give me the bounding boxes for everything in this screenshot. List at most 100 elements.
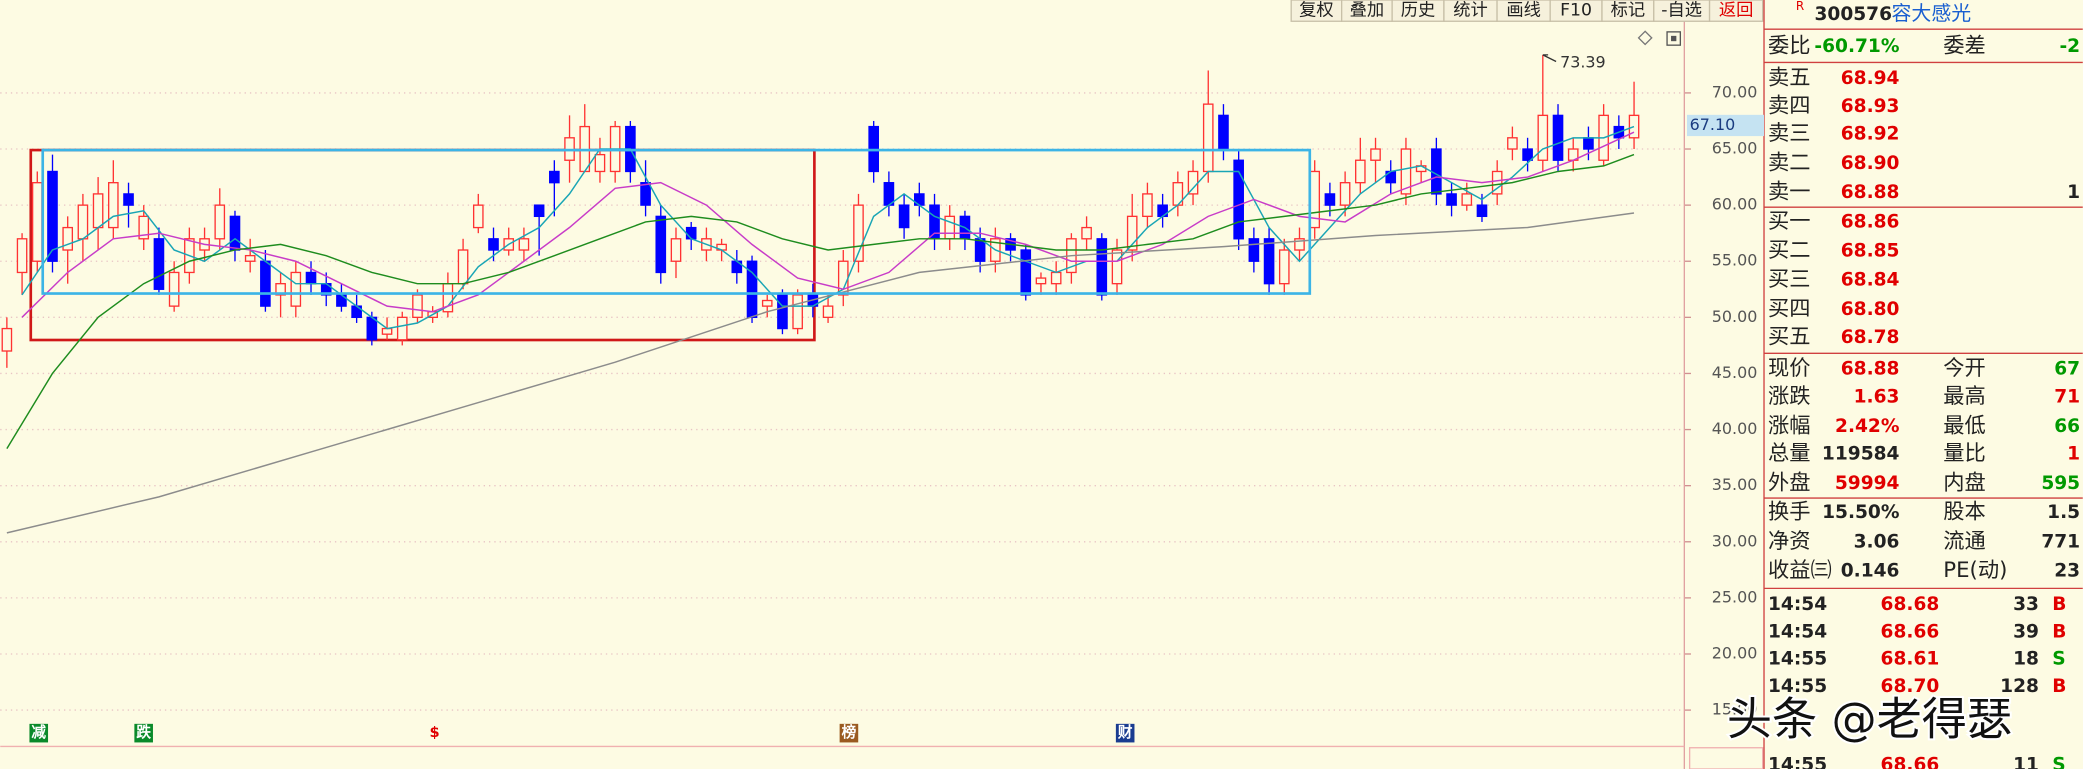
panel-cell: 68.88 xyxy=(1841,182,1900,203)
panel-cell: 68.70 xyxy=(1881,676,1940,697)
panel-cell: -60.71% xyxy=(1814,36,1899,57)
toolbar-label[interactable]: F10 xyxy=(1560,1,1592,21)
panel-cell: 涨跌 xyxy=(1768,384,1811,409)
candle-body xyxy=(488,238,499,251)
candle-body xyxy=(47,170,58,262)
toolbar-label[interactable]: 历史 xyxy=(1401,1,1436,21)
panel-cell: 128 xyxy=(2000,676,2039,697)
toolbar-label[interactable]: 复权 xyxy=(1299,1,1334,21)
y-tick-label: 20.00 xyxy=(1712,643,1758,662)
panel-cell: S xyxy=(2052,755,2065,769)
candle-body xyxy=(1218,114,1229,150)
panel-cell: 内盘 xyxy=(1943,470,1986,495)
candle-body xyxy=(640,182,651,206)
event-marker xyxy=(1115,723,1135,743)
panel-cell: 卖一 xyxy=(1768,180,1811,205)
panel-cell: B xyxy=(2052,622,2066,643)
panel-cell: 66 xyxy=(2054,416,2080,437)
price-marker xyxy=(1686,114,1765,137)
panel-cell: 1.5 xyxy=(2047,502,2080,523)
candle-body xyxy=(260,260,271,307)
y-tick-label: 60.00 xyxy=(1712,195,1758,214)
toolbar-button[interactable] xyxy=(1708,0,1764,22)
panel-cell: 净资 xyxy=(1768,529,1811,554)
flag: R xyxy=(1796,0,1804,13)
toolbar-label[interactable]: 画线 xyxy=(1506,1,1541,21)
panel-cell: B xyxy=(2052,594,2066,615)
icon-diamond[interactable] xyxy=(1637,30,1653,46)
candle-body xyxy=(1355,159,1366,184)
candle-body xyxy=(1370,148,1381,161)
panel-cell: 68.80 xyxy=(1841,299,1900,320)
range-box xyxy=(41,148,1312,295)
panel-cell: -2 xyxy=(2059,36,2080,57)
panel-cell: 总量 xyxy=(1768,441,1811,466)
event-label: 榜 xyxy=(842,723,857,741)
panel-cell: 1 xyxy=(2067,444,2080,465)
toolbar: 复权 叠加 历史 统计 画线 F10 标记 -自选 返回 xyxy=(1290,0,1764,22)
candle-body xyxy=(123,193,134,206)
event-marker xyxy=(29,723,49,743)
max-label: 73.39 xyxy=(1560,52,1606,71)
panel-cell: 14:54 xyxy=(1768,594,1827,615)
candle-body xyxy=(1431,148,1442,195)
average-line xyxy=(6,153,1635,450)
panel-cell: 卖五 xyxy=(1768,65,1811,90)
icon-window-inner xyxy=(1671,35,1677,42)
panel-cell: 股本 xyxy=(1943,500,1986,525)
y-tick-label: 55.00 xyxy=(1712,251,1758,270)
candle-body xyxy=(305,271,317,285)
panel-cell: 119584 xyxy=(1822,444,1900,465)
panel-cell: 15.50% xyxy=(1822,502,1900,523)
panel-cell: 卖三 xyxy=(1768,121,1811,146)
candle-body xyxy=(792,294,803,330)
panel-cell: 67 xyxy=(2054,359,2080,380)
quote-panel: R 300576 容大感光 委比 -60.71% 委差 -2 卖五 68.94 卖四 68.9… xyxy=(1763,0,2083,769)
panel-cell: 18 xyxy=(2013,648,2039,669)
event-label: 财 xyxy=(1118,723,1133,741)
average-line xyxy=(21,131,1635,318)
candle-body xyxy=(594,153,606,173)
event-label: $ xyxy=(429,724,439,741)
candle-body xyxy=(1111,249,1123,285)
corner-box xyxy=(1688,747,1764,769)
panel-cell: 68.88 xyxy=(1841,359,1900,380)
panel-cell: 最高 xyxy=(1943,384,1986,409)
panel-cell: 卖二 xyxy=(1768,150,1811,175)
panel-cell: 3.06 xyxy=(1854,531,1900,552)
panel-cell: 71 xyxy=(2054,387,2080,408)
panel-cell: 68.86 xyxy=(1841,211,1900,232)
y-tick-label: 30.00 xyxy=(1712,531,1758,550)
panel-cell: PE(动) xyxy=(1943,558,2007,583)
panel-cell: 卖四 xyxy=(1768,93,1811,118)
panel-cell: 14:55 xyxy=(1768,648,1827,669)
panel-cell: 买二 xyxy=(1768,238,1811,263)
candle-body xyxy=(396,316,408,341)
candle-body xyxy=(214,204,226,240)
panel-cell: 2.42% xyxy=(1835,416,1900,437)
candle-body xyxy=(1446,193,1457,206)
candle-body xyxy=(229,215,241,251)
candle-body xyxy=(1324,193,1336,206)
toolbar-label[interactable]: -自选 xyxy=(1661,1,1702,21)
toolbar-label[interactable]: 统计 xyxy=(1453,1,1488,21)
panel-cell: 14:55 xyxy=(1768,676,1827,697)
toolbar-label[interactable]: 叠加 xyxy=(1350,1,1385,21)
panel-cell: 1.63 xyxy=(1854,387,1900,408)
panel-cell: 0.146 xyxy=(1841,561,1900,582)
panel-cell: 现价 xyxy=(1768,356,1811,381)
panel-cell: 33 xyxy=(2013,594,2039,615)
event-label: 减 xyxy=(31,723,46,741)
candle-body xyxy=(1476,204,1488,218)
candle-body xyxy=(244,254,256,262)
toolbar-label[interactable]: 返回 xyxy=(1719,1,1754,21)
candle-body xyxy=(944,215,956,240)
candle-body xyxy=(670,238,682,262)
icon-window[interactable] xyxy=(1666,31,1682,46)
price-marker-label: 67.10 xyxy=(1690,115,1736,134)
y-tick-label: 35.00 xyxy=(1712,475,1758,494)
toolbar-label[interactable]: 标记 xyxy=(1611,1,1646,21)
candle-body xyxy=(1050,271,1062,285)
candle-body xyxy=(62,226,74,251)
